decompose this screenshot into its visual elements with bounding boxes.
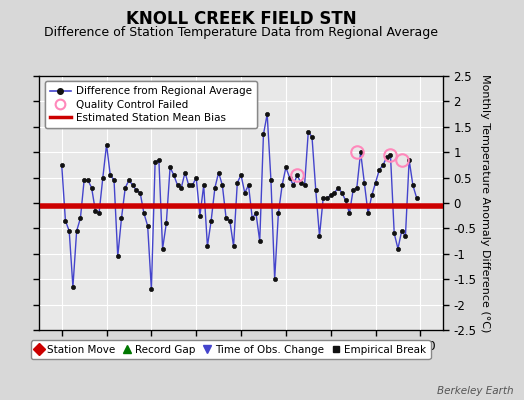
Legend: Difference from Regional Average, Quality Control Failed, Estimated Station Mean: Difference from Regional Average, Qualit… [45,81,257,128]
Y-axis label: Monthly Temperature Anomaly Difference (°C): Monthly Temperature Anomaly Difference (… [481,74,490,332]
Text: Berkeley Earth: Berkeley Earth [437,386,514,396]
Legend: Station Move, Record Gap, Time of Obs. Change, Empirical Break: Station Move, Record Gap, Time of Obs. C… [30,340,431,359]
Text: KNOLL CREEK FIELD STN: KNOLL CREEK FIELD STN [126,10,356,28]
Text: Difference of Station Temperature Data from Regional Average: Difference of Station Temperature Data f… [44,26,438,39]
